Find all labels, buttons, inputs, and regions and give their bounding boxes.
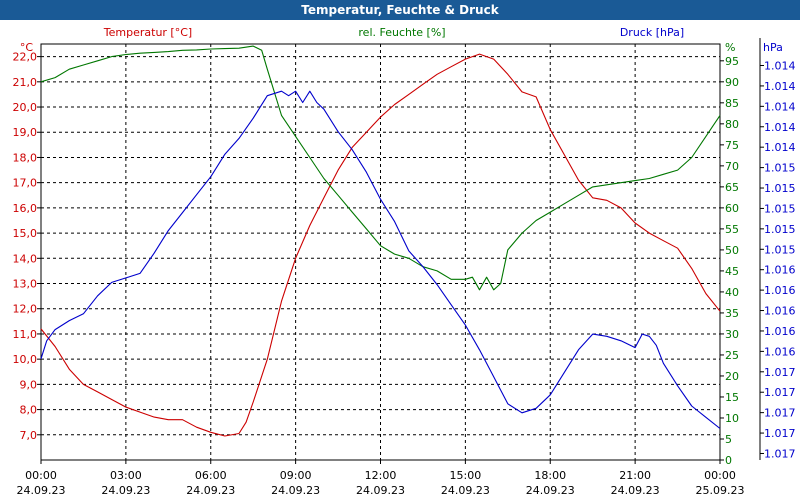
humidity-tick-label: 20 [725, 370, 739, 383]
pressure-tick-label: 1.014 [764, 60, 796, 73]
date-tick-label: 24.09.23 [526, 484, 575, 497]
pressure-line [40, 90, 721, 429]
humidity-tick-label: 75 [725, 139, 739, 152]
pressure-axis-unit: hPa [763, 41, 783, 54]
temperature-tick-label: 16,0 [13, 202, 38, 215]
humidity-tick-label: 25 [725, 349, 739, 362]
humidity-tick-label: 80 [725, 118, 739, 131]
pressure-tick-label: 1.016 [764, 305, 796, 318]
date-tick-label: 24.09.23 [271, 484, 320, 497]
humidity-tick-label: 50 [725, 244, 739, 257]
temperature-tick-label: 8,0 [20, 404, 38, 417]
temperature-tick-label: 12,0 [13, 303, 38, 316]
humidity-tick-label: 35 [725, 307, 739, 320]
pressure-tick-label: 1.017 [764, 366, 796, 379]
temperature-tick-label: 20,0 [13, 101, 38, 114]
temperature-tick-label: 7,0 [20, 429, 38, 442]
temperature-tick-label: 10,0 [13, 353, 38, 366]
temperature-tick-label: 15,0 [13, 227, 38, 240]
date-tick-label: 24.09.23 [441, 484, 490, 497]
pressure-axis: 1.014 1.014 1.014 1.014 1.014 1.015 1.015 1.015… [759, 38, 796, 460]
pressure-tick-label: 1.016 [764, 284, 796, 297]
humidity-tick-label: 10 [725, 412, 739, 425]
time-tick-label: 18:00 [534, 469, 566, 482]
pressure-tick-label: 1.017 [764, 386, 796, 399]
humidity-tick-label: 65 [725, 181, 739, 194]
legend-humidity: rel. Feuchte [%] [358, 26, 445, 39]
series-lines [40, 45, 721, 437]
humidity-tick-label: 5 [725, 433, 732, 446]
time-tick-label: 00:00 [25, 469, 57, 482]
date-tick-label: 24.09.23 [356, 484, 405, 497]
temperature-tick-label: 17,0 [13, 177, 38, 190]
pressure-tick-label: 1.014 [764, 121, 796, 134]
humidity-axis-unit: % [725, 41, 735, 54]
date-tick-label: 25.09.23 [696, 484, 745, 497]
time-tick-label: 03:00 [110, 469, 142, 482]
humidity-tick-label: 70 [725, 160, 739, 173]
humidity-tick-label: 55 [725, 223, 739, 236]
pressure-tick-label: 1.014 [764, 80, 796, 93]
temperature-tick-label: 21,0 [13, 76, 38, 89]
time-tick-label: 15:00 [450, 469, 482, 482]
pressure-tick-label: 1.015 [764, 162, 796, 175]
humidity-tick-label: 60 [725, 202, 739, 215]
grid-lines [41, 44, 720, 460]
humidity-line [40, 45, 721, 291]
humidity-tick-label: 0 [725, 454, 732, 467]
temperature-tick-label: 14,0 [13, 252, 38, 265]
pressure-tick-label: 1.017 [764, 447, 796, 460]
pressure-tick-label: 1.017 [764, 427, 796, 440]
chart-title: Temperatur, Feuchte & Druck [0, 0, 800, 20]
date-tick-label: 24.09.23 [611, 484, 660, 497]
pressure-tick-label: 1.014 [764, 100, 796, 113]
legend-temperature: Temperatur [°C] [103, 26, 192, 39]
humidity-tick-label: 85 [725, 97, 739, 110]
time-tick-label: 21:00 [619, 469, 651, 482]
humidity-tick-label: 30 [725, 328, 739, 341]
plot-area [40, 43, 721, 461]
humidity-tick-label: 15 [725, 391, 739, 404]
humidity-axis: 0 5 10 15 20 25 30 35 40 45 50 55 60 65 70 75 80 85 90 95 [720, 55, 739, 467]
temperature-tick-label: 11,0 [13, 328, 38, 341]
pressure-tick-label: 1.017 [764, 407, 796, 420]
date-tick-label: 24.09.23 [17, 484, 66, 497]
temperature-line [40, 53, 721, 437]
time-tick-label: 12:00 [365, 469, 397, 482]
pressure-tick-label: 1.016 [764, 325, 796, 338]
temperature-axis-unit: °C [20, 41, 34, 54]
time-tick-label: 09:00 [280, 469, 312, 482]
pressure-tick-label: 1.015 [764, 202, 796, 215]
legend-pressure: Druck [hPa] [620, 26, 684, 39]
temperature-tick-label: 19,0 [13, 126, 38, 139]
temperature-tick-label: 22,0 [13, 51, 38, 64]
humidity-tick-label: 90 [725, 76, 739, 89]
temperature-tick-label: 13,0 [13, 278, 38, 291]
humidity-tick-label: 95 [725, 55, 739, 68]
humidity-tick-label: 45 [725, 265, 739, 278]
temperature-tick-label: 9,0 [20, 378, 38, 391]
date-tick-label: 24.09.23 [186, 484, 235, 497]
temperature-axis: 7,0 8,0 9,0 10,0 11,0 12,0 13,0 14,0 15,0 16,0 17,… [13, 51, 41, 442]
time-tick-label: 00:00 [704, 469, 736, 482]
pressure-tick-label: 1.016 [764, 345, 796, 358]
pressure-tick-label: 1.015 [764, 182, 796, 195]
pressure-tick-label: 1.015 [764, 243, 796, 256]
pressure-tick-label: 1.014 [764, 141, 796, 154]
humidity-tick-label: 40 [725, 286, 739, 299]
time-axis: 00:00 24.09.23 03:00 24.09.23 06:00 24.09.23 0… [17, 460, 745, 497]
pressure-tick-label: 1.016 [764, 264, 796, 277]
pressure-tick-label: 1.015 [764, 223, 796, 236]
time-tick-label: 06:00 [195, 469, 227, 482]
date-tick-label: 24.09.23 [101, 484, 150, 497]
temperature-tick-label: 18,0 [13, 151, 38, 164]
